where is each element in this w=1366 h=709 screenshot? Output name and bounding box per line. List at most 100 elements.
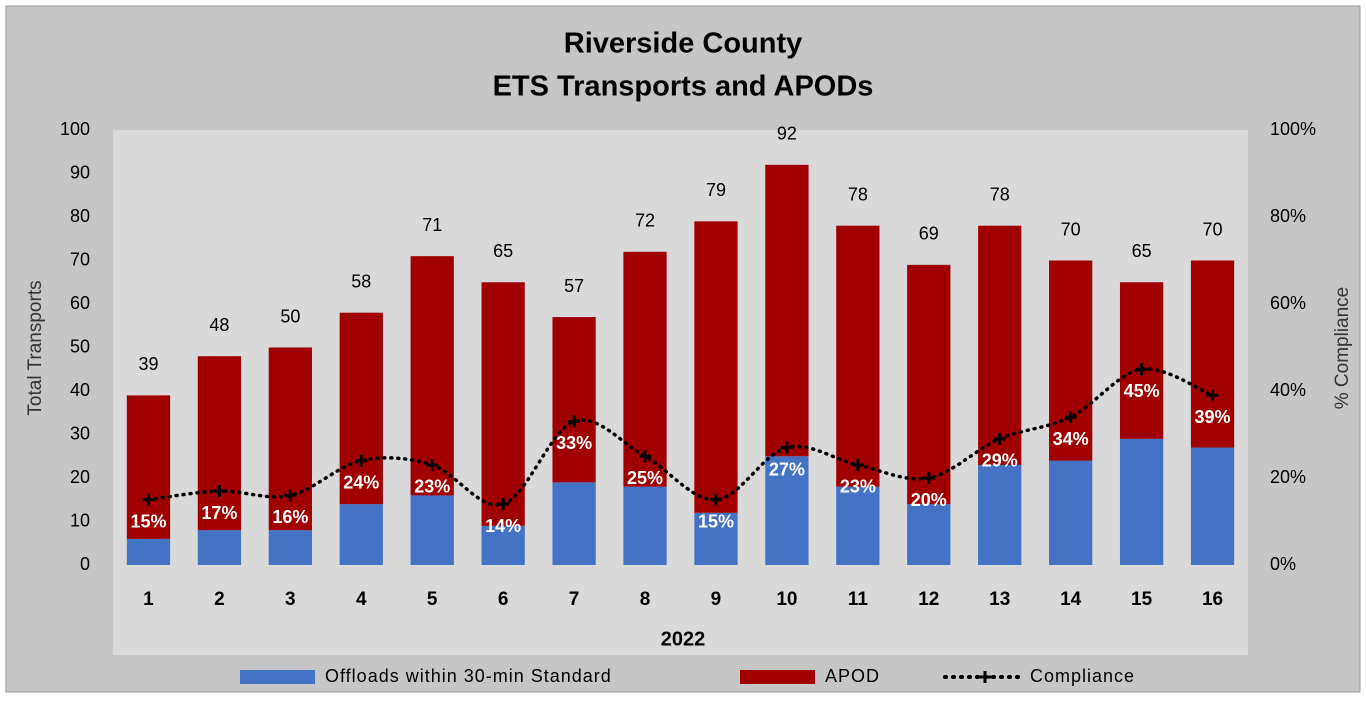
total-label: 72: [635, 211, 655, 231]
compliance-marker: [1064, 411, 1077, 424]
data-label: 17%: [201, 503, 237, 523]
total-label: 39: [138, 354, 158, 374]
x-tick-label: 6: [498, 589, 509, 610]
bar: [1119, 282, 1164, 439]
y-tick-label: 20: [70, 467, 90, 487]
bar: [694, 221, 738, 513]
compliance-line: [146, 367, 1215, 507]
bar: [481, 525, 525, 565]
y2-tick-label: 40%: [1270, 380, 1306, 400]
y-tick-label: 30: [70, 423, 90, 443]
y-tick-label: 50: [70, 336, 90, 356]
total-label: 65: [493, 241, 513, 261]
bar: [268, 347, 312, 531]
total-label: 57: [564, 276, 584, 296]
data-label: 15%: [130, 512, 166, 532]
y2-tick-label: 20%: [1270, 467, 1306, 487]
bar: [978, 464, 1022, 565]
compliance-marker: [709, 493, 722, 506]
bar: [410, 495, 454, 565]
total-label: 92: [777, 124, 797, 144]
data-label: 25%: [627, 468, 663, 488]
bar: [1190, 447, 1235, 565]
bar: [765, 164, 809, 457]
data-label: 15%: [698, 512, 734, 532]
legend-swatch: [979, 671, 991, 683]
bar: [339, 312, 383, 505]
x-tick-label: 5: [427, 589, 438, 610]
bar: [836, 225, 880, 487]
bar: [694, 512, 738, 565]
x-tick-label: 13: [989, 589, 1010, 610]
data-label: 39%: [1195, 407, 1231, 427]
legend-label: Compliance: [1030, 666, 1135, 686]
x-tick-label: 7: [569, 589, 580, 610]
total-label: 65: [1132, 241, 1152, 261]
compliance-marker: [497, 498, 510, 511]
bar: [126, 395, 171, 539]
data-label: 45%: [1124, 381, 1160, 401]
compliance-marker: [1206, 389, 1219, 402]
x-tick-label: 14: [1060, 589, 1082, 610]
y2-axis-label: % Compliance: [1332, 287, 1353, 410]
compliance-marker: [355, 454, 368, 467]
chart-title: ETS Transports and APODs: [493, 71, 874, 103]
compliance-marker: [780, 441, 793, 454]
y-tick-label: 40: [70, 380, 90, 400]
data-label: 33%: [556, 433, 592, 453]
total-label: 78: [990, 184, 1010, 204]
y-tick-label: 90: [70, 162, 90, 182]
compliance-marker: [213, 485, 226, 498]
compliance-marker: [922, 472, 935, 484]
y2-tick-label: 60%: [1270, 293, 1306, 313]
bar: [481, 282, 525, 526]
compliance-marker: [426, 458, 439, 471]
bar: [552, 482, 596, 565]
data-label: 16%: [272, 507, 308, 527]
x-tick-label: 12: [918, 589, 939, 610]
bar: [907, 264, 951, 505]
bar: [552, 317, 596, 483]
data-label: 27%: [769, 459, 805, 479]
y-tick-label: 0: [80, 554, 90, 574]
data-label: 20%: [911, 490, 947, 510]
data-label: 29%: [982, 451, 1018, 471]
data-label: 14%: [485, 516, 521, 536]
compliance-marker: [142, 493, 155, 506]
bar: [623, 486, 667, 565]
total-label: 70: [1061, 219, 1081, 239]
total-label: 58: [351, 271, 371, 291]
total-label: 78: [848, 184, 868, 204]
bar: [1049, 460, 1093, 565]
data-label: 34%: [1053, 429, 1089, 449]
y-tick-label: 10: [70, 510, 90, 530]
compliance-marker: [1135, 363, 1148, 376]
x-tick-label: 4: [356, 589, 367, 610]
y-tick-label: 70: [70, 249, 90, 269]
bar: [197, 356, 242, 531]
x-tick-label: 10: [776, 589, 797, 610]
legend-swatch: [240, 670, 315, 684]
bar: [978, 225, 1022, 465]
data-label: 23%: [840, 477, 876, 497]
compliance-marker: [284, 489, 297, 502]
y2-tick-label: 80%: [1270, 206, 1306, 226]
total-label: 71: [422, 215, 442, 235]
bar: [268, 530, 312, 565]
x-tick-label: 3: [285, 589, 296, 610]
x-axis-label: 2022: [661, 628, 706, 650]
bar: [1190, 260, 1235, 448]
bar: [410, 256, 454, 496]
x-tick-label: 16: [1202, 589, 1223, 610]
bar: [907, 504, 951, 565]
total-label: 50: [280, 306, 300, 326]
legend-swatch: [740, 670, 815, 684]
x-tick-label: 9: [711, 589, 722, 610]
compliance-marker: [851, 458, 864, 471]
bar: [126, 538, 171, 565]
x-tick-label: 2: [214, 589, 225, 610]
bar: [197, 530, 242, 565]
y2-tick-label: 100%: [1270, 119, 1316, 139]
y-tick-label: 100: [60, 119, 90, 139]
y-axis-label: Total Transports: [25, 280, 46, 415]
